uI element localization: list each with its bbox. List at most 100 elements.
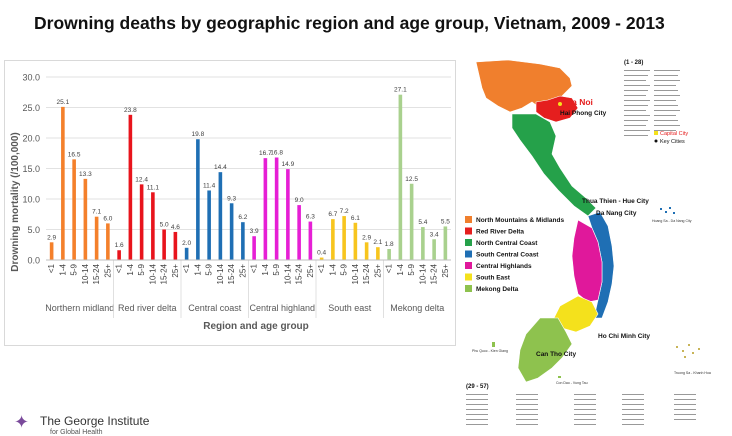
bar — [218, 172, 223, 260]
data-label: 0.4 — [317, 250, 326, 257]
bar — [443, 226, 448, 260]
data-label: 5.4 — [418, 219, 427, 226]
data-label: 16.7 — [259, 150, 272, 157]
x-tick-label: <1 — [115, 263, 124, 273]
data-label: 16.8 — [270, 150, 283, 157]
bar — [72, 159, 76, 260]
bar — [61, 106, 65, 260]
y-tick-label: 5.0 — [27, 225, 40, 235]
bar — [229, 203, 234, 260]
city-label-hue: Thua Thien - Hue City — [582, 198, 649, 205]
data-label: 2.1 — [373, 239, 382, 246]
page-title: Drowning deaths by geographic region and… — [34, 13, 665, 33]
x-tick-label: 5-9 — [137, 263, 146, 275]
island-label-phu-quoc: Phu Quoc - Kien Giang — [472, 349, 508, 353]
data-label: 5.5 — [441, 218, 450, 225]
data-label: 11.1 — [147, 184, 160, 191]
island-hoang-sa — [660, 207, 675, 214]
chart-border — [4, 60, 456, 346]
data-label: 11.4 — [203, 182, 216, 189]
legend-swatch — [465, 285, 472, 292]
x-tick-label: 1-4 — [193, 263, 202, 275]
group-label: Mekong delta — [390, 303, 444, 313]
x-tick-label: 25+ — [103, 264, 112, 278]
data-label: 23.8 — [124, 107, 137, 114]
logo-subtitle: for Global Health — [50, 429, 103, 436]
island-label-con-dao: Con Dao - Vung Tau — [556, 381, 588, 385]
capital-key-swatch — [654, 131, 658, 135]
y-tick-label: 10.0 — [22, 195, 40, 205]
group-label: Central highland — [249, 303, 315, 313]
data-label: 3.4 — [430, 231, 439, 238]
y-axis-label: Drowning mortality (/100,000) — [10, 132, 21, 271]
legend-swatch — [465, 262, 472, 269]
x-tick-label: <1 — [47, 263, 56, 273]
bar — [331, 219, 335, 260]
region-mekong-delta — [517, 317, 573, 383]
legend-label: North Mountains & Midlands — [476, 217, 564, 224]
x-tick-label: 15-24 — [430, 263, 439, 284]
island-label-truong-sa: Truong Sa - Khanh Hoa — [674, 371, 711, 375]
legend-label: Red River Delta — [476, 229, 524, 236]
logo-name: The George Institute — [40, 414, 150, 428]
x-tick-label: 15-24 — [160, 263, 169, 284]
x-tick-label: 5-9 — [340, 263, 349, 275]
key-cities-swatch — [654, 139, 658, 143]
x-tick-label: 1-4 — [261, 263, 270, 275]
bar — [308, 221, 313, 260]
data-label: 4.6 — [171, 224, 180, 231]
legend-label: Mekong Delta — [476, 286, 519, 293]
island-phu-quoc — [492, 342, 495, 347]
x-tick-label: 10-14 — [148, 263, 157, 284]
x-tick-label: <1 — [385, 263, 394, 273]
data-label: 2.9 — [47, 234, 56, 241]
key-list-top-lines — [624, 70, 680, 136]
data-label: 16.5 — [68, 151, 81, 158]
bar — [432, 239, 436, 260]
x-tick-label: 1-4 — [328, 263, 337, 275]
city-label-hai-phong: Hai Phong City — [560, 110, 607, 117]
x-tick-label: 10-14 — [216, 263, 225, 284]
data-label: 19.8 — [192, 131, 205, 138]
region-red-river-delta — [535, 95, 579, 123]
x-tick-label: 10-14 — [283, 263, 292, 284]
bar — [139, 184, 144, 260]
region-north-central-coast — [511, 113, 597, 217]
x-tick-label: 1-4 — [126, 263, 135, 275]
group-label: Northern midland — [45, 303, 114, 313]
group-label: Central coast — [188, 303, 242, 313]
x-tick-label: 15-24 — [92, 263, 101, 284]
map-legend: North Mountains & Midlands Red River Delt… — [463, 214, 565, 299]
island-truong-sa — [676, 344, 700, 358]
bar — [364, 242, 369, 260]
bar — [117, 250, 121, 260]
city-label-ha-noi: Ha Noi — [566, 97, 593, 107]
legend-swatch — [465, 227, 472, 235]
x-tick-label: 5-9 — [70, 263, 79, 275]
key-cities-label: Key Cities — [660, 139, 685, 145]
bar — [353, 222, 358, 260]
data-label: 2.9 — [362, 234, 371, 241]
bars: 2.9 <1 25.1 1-4 16.5 5-9 13.3 10-14 7.1 15-24 6.0 2… — [45, 87, 451, 318]
legend-label: South East — [476, 275, 511, 282]
x-tick-label: 25+ — [171, 264, 180, 278]
key-list-bottom-lines — [466, 394, 696, 425]
data-label: 12.5 — [405, 176, 418, 183]
key-title-top: (1 - 28) — [624, 60, 643, 66]
x-tick-label: 15-24 — [295, 263, 304, 284]
bar — [49, 242, 54, 260]
logo-icon: ✦ — [14, 412, 30, 432]
bar — [94, 216, 99, 260]
x-tick-label: <1 — [317, 263, 326, 273]
bar — [173, 231, 178, 260]
x-tick-label: 5-9 — [205, 263, 214, 275]
legend-swatch — [465, 216, 472, 223]
data-label: 9.0 — [295, 197, 304, 204]
bar — [387, 249, 391, 260]
legend-background — [463, 214, 565, 299]
legend-label: South Central Coast — [476, 252, 539, 259]
x-tick-label: 25+ — [441, 264, 450, 278]
bar — [274, 157, 279, 260]
legend-label: Central Highlands — [476, 263, 532, 270]
data-label: 5.0 — [160, 222, 169, 229]
